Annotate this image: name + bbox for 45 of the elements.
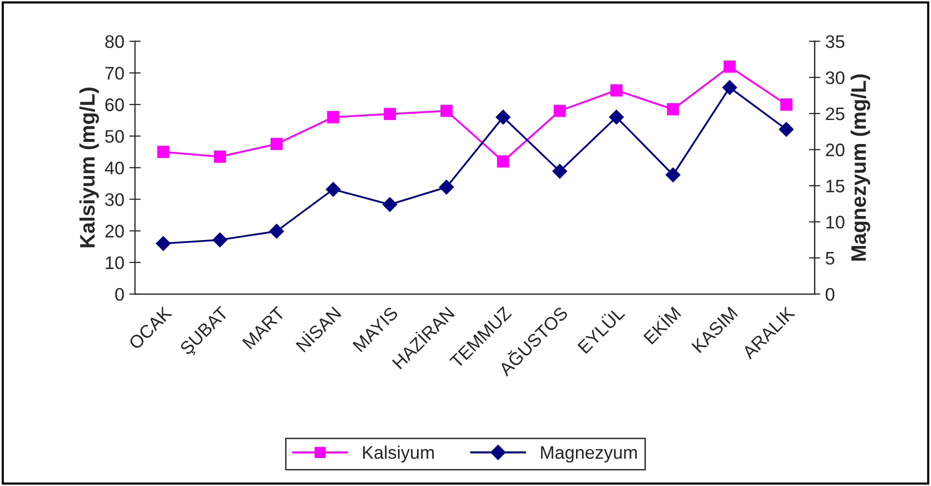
- point: [269, 224, 284, 239]
- point: [778, 122, 794, 137]
- legend-label: Kalsiyum: [363, 446, 434, 462]
- point: [666, 103, 680, 116]
- point: [609, 110, 624, 125]
- y-tick-label: 70: [105, 66, 124, 80]
- y2-axis-title: Magnezyum (mg/L): [850, 74, 870, 261]
- legend-label: Magnezyum: [541, 446, 637, 462]
- point: [666, 167, 680, 182]
- point: [384, 108, 396, 120]
- y2-tick-label: 10: [826, 216, 844, 229]
- point: [497, 155, 510, 168]
- point: [610, 84, 622, 96]
- point: [780, 98, 792, 111]
- y2-tick-label: 35: [826, 35, 844, 48]
- y-tick-label: 0: [115, 288, 124, 301]
- point: [722, 80, 738, 95]
- point: [382, 197, 398, 212]
- y2-tick-label: 20: [826, 144, 844, 156]
- point: [554, 104, 566, 117]
- point: [214, 150, 226, 163]
- y-tick-label: 30: [105, 193, 124, 206]
- y2-tick-label: 25: [826, 107, 844, 120]
- point: [157, 146, 170, 158]
- y-tick-label: 60: [105, 98, 124, 112]
- y-tick-label: 10: [106, 256, 124, 270]
- y-tick-label: 40: [104, 162, 124, 174]
- y-axis-title: Kalsiyum (mg/L): [79, 88, 99, 248]
- point: [724, 60, 736, 73]
- point: [327, 111, 340, 124]
- y-tick-label: 80: [105, 35, 124, 48]
- y-tick-label: 50: [105, 130, 124, 143]
- y-tick-label: 20: [105, 224, 124, 238]
- point: [439, 180, 454, 195]
- point: [496, 110, 511, 125]
- y2-tick-label: 5: [826, 252, 834, 265]
- point: [326, 182, 341, 197]
- point: [156, 236, 171, 251]
- point: [440, 104, 453, 117]
- point: [270, 138, 283, 150]
- y2-tick-label: 15: [826, 180, 844, 192]
- point: [212, 232, 228, 248]
- point: [552, 164, 568, 179]
- y2-tick-label: 30: [826, 71, 844, 84]
- y2-tick-label: 0: [826, 288, 834, 301]
